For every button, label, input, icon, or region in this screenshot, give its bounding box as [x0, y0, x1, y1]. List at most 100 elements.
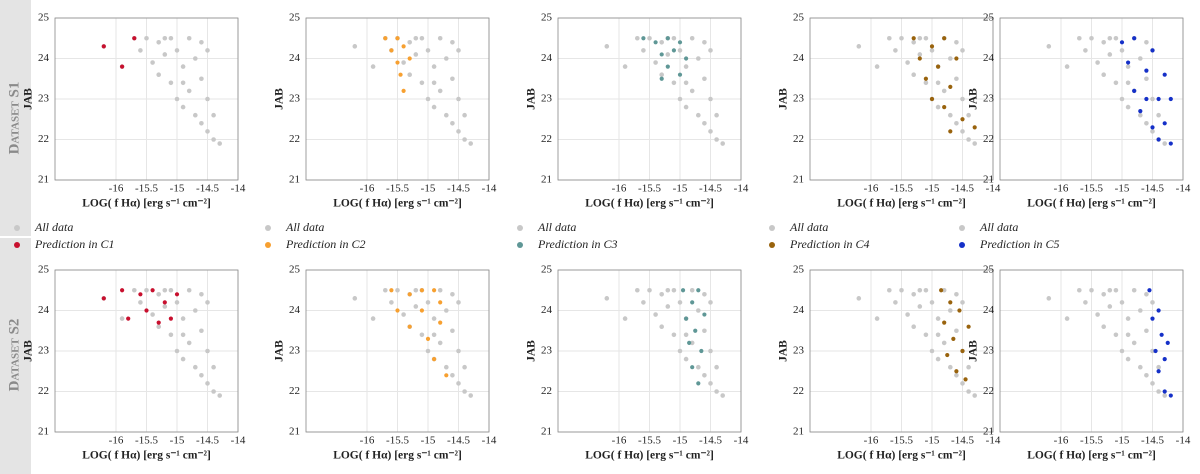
data-point	[887, 287, 892, 293]
data-point	[444, 308, 449, 313]
data-point	[205, 129, 210, 134]
data-point	[708, 300, 713, 305]
data-point	[383, 287, 388, 293]
data-point	[659, 76, 664, 81]
legend-label: Prediction in C3	[537, 237, 618, 251]
y-tick-label: 24	[289, 52, 301, 64]
data-point	[1162, 357, 1167, 362]
y-tick-label: 22	[289, 133, 300, 145]
data-point	[419, 288, 424, 293]
data-point	[1119, 348, 1125, 354]
data-point	[954, 369, 959, 374]
data-point	[702, 76, 707, 82]
legend-swatch	[959, 225, 965, 231]
data-point	[1131, 287, 1137, 293]
data-point	[1125, 104, 1131, 110]
x-tick-label: -14.5	[447, 435, 470, 447]
data-point	[407, 324, 412, 329]
data-point	[702, 312, 707, 317]
data-point	[1144, 76, 1149, 82]
data-point	[929, 96, 935, 102]
data-point	[1095, 60, 1100, 65]
data-point	[954, 76, 959, 82]
data-point	[911, 72, 916, 77]
data-point	[635, 35, 640, 41]
data-point	[180, 80, 186, 86]
data-point	[211, 364, 216, 370]
y-tick-label: 21	[793, 174, 804, 186]
data-point	[1119, 300, 1125, 305]
data-point	[407, 40, 413, 45]
data-point	[1138, 364, 1143, 370]
data-point	[1168, 96, 1173, 102]
data-point	[419, 80, 425, 86]
y-tick-label: 22	[983, 133, 994, 145]
data-point	[1147, 288, 1152, 293]
data-point	[1156, 112, 1161, 118]
data-point	[653, 40, 658, 45]
data-point	[456, 300, 461, 305]
data-point	[431, 80, 437, 86]
data-point	[432, 357, 437, 362]
data-point	[966, 389, 971, 394]
data-point	[923, 287, 929, 293]
data-point	[1156, 364, 1161, 370]
data-point	[199, 328, 204, 334]
data-point	[174, 96, 180, 102]
data-point	[954, 373, 959, 378]
legend-label: Prediction in C2	[285, 237, 366, 251]
y-axis-label: JAB	[23, 88, 35, 110]
data-point	[193, 56, 198, 61]
data-point	[942, 105, 947, 110]
data-point	[456, 96, 461, 102]
data-point	[211, 112, 216, 118]
y-tick-label: 23	[541, 345, 553, 357]
legend-swatch	[517, 242, 523, 248]
data-point	[419, 308, 424, 313]
data-point	[431, 332, 437, 338]
data-point	[450, 40, 455, 45]
data-point	[696, 112, 701, 118]
data-point	[1159, 332, 1164, 337]
data-point	[211, 389, 216, 394]
data-point	[199, 76, 204, 82]
data-point	[702, 292, 707, 297]
x-tick-label: -14	[482, 435, 497, 447]
data-point	[456, 129, 461, 134]
data-point	[966, 137, 971, 142]
x-tick-label: -14.5	[1141, 183, 1164, 195]
data-point	[708, 96, 713, 102]
data-point	[395, 36, 400, 41]
data-point	[948, 56, 953, 61]
data-point	[144, 287, 149, 293]
data-point	[138, 48, 143, 53]
data-point	[720, 393, 725, 398]
data-point	[162, 287, 168, 293]
y-tick-label: 21	[289, 174, 300, 186]
data-point	[1101, 292, 1106, 297]
data-point	[680, 288, 686, 293]
y-tick-label: 21	[38, 174, 49, 186]
y-tick-label: 25	[793, 12, 805, 24]
x-tick-label: -14	[734, 435, 749, 447]
data-point	[653, 312, 658, 317]
data-point	[352, 296, 358, 301]
data-point	[180, 332, 186, 338]
data-point	[659, 72, 664, 77]
data-point	[911, 36, 916, 41]
data-point	[1046, 296, 1052, 301]
data-point	[1156, 389, 1161, 394]
data-point	[929, 44, 935, 49]
x-tick-label: -16	[360, 435, 375, 447]
data-point	[462, 389, 467, 394]
y-tick-label: 25	[541, 264, 553, 276]
data-point	[923, 35, 929, 41]
data-point	[438, 300, 443, 305]
x-tick-label: -14.5	[699, 435, 722, 447]
data-point	[929, 300, 935, 305]
data-point	[923, 80, 929, 86]
plot-frame	[305, 17, 490, 181]
data-point	[126, 316, 131, 321]
data-point	[425, 300, 431, 305]
data-point	[462, 137, 467, 142]
